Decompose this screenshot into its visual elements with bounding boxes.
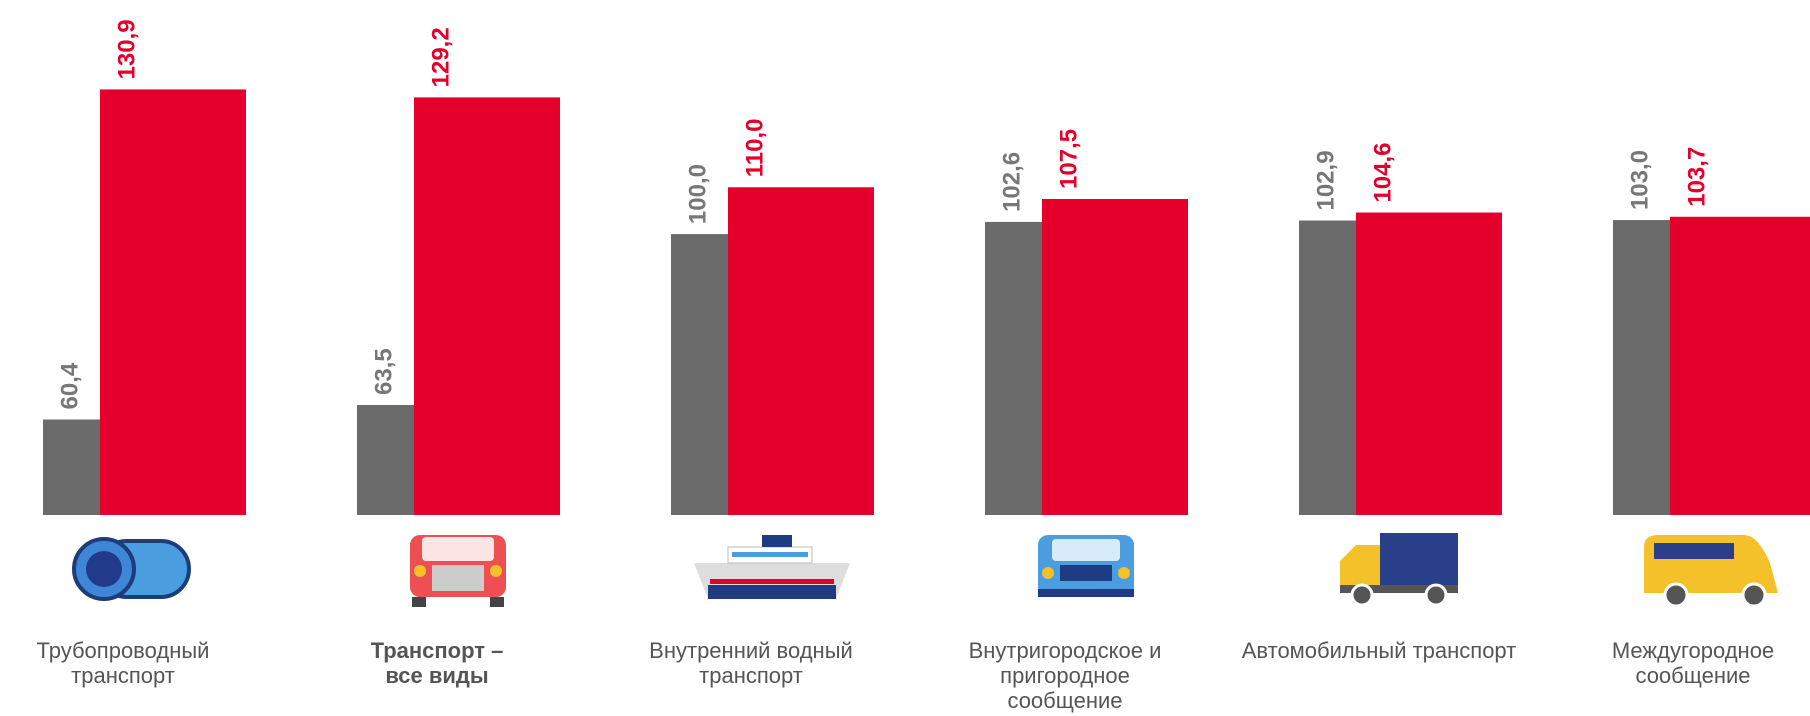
value-label: 107,5 bbox=[1055, 129, 1082, 189]
value-label: 130,9 bbox=[113, 19, 140, 79]
bar bbox=[357, 404, 414, 515]
value-label: 100,0 bbox=[684, 164, 711, 224]
bar bbox=[728, 187, 874, 516]
category-label: Внутригородское и пригородное сообщение bbox=[968, 638, 1162, 713]
minibus-icon bbox=[1644, 535, 1778, 608]
car-icon bbox=[410, 535, 506, 607]
truck-icon bbox=[1340, 533, 1458, 607]
category-label: Транспорт – все виды bbox=[370, 638, 504, 688]
value-label: 103,0 bbox=[1626, 150, 1653, 210]
pipe-icon bbox=[72, 537, 191, 601]
value-label: 102,6 bbox=[998, 152, 1025, 212]
bar bbox=[414, 97, 560, 515]
bar bbox=[100, 89, 246, 515]
value-label: 63,5 bbox=[370, 348, 397, 395]
bar bbox=[1299, 220, 1356, 515]
bar bbox=[1670, 216, 1810, 515]
value-label: 110,0 bbox=[741, 119, 768, 178]
value-label: 129,2 bbox=[427, 27, 454, 87]
bar bbox=[1042, 198, 1188, 515]
bus-icon bbox=[1038, 535, 1134, 597]
bar bbox=[1613, 220, 1670, 515]
value-label: 104,6 bbox=[1369, 142, 1396, 202]
bar bbox=[985, 221, 1042, 515]
value-label: 102,9 bbox=[1312, 150, 1339, 210]
ship-icon bbox=[694, 535, 850, 599]
bar bbox=[43, 419, 100, 515]
category-label: Междугородное сообщение bbox=[1611, 638, 1775, 688]
category-label: Внутренний водный транспорт bbox=[649, 638, 853, 688]
value-label: 60,4 bbox=[56, 362, 83, 409]
bar bbox=[1356, 212, 1502, 515]
category-label: Трубопроводный транспорт bbox=[36, 638, 210, 688]
category-label: Автомобильный транспорт bbox=[1241, 638, 1517, 663]
bar bbox=[671, 234, 728, 515]
value-label: 103,7 bbox=[1683, 147, 1710, 207]
